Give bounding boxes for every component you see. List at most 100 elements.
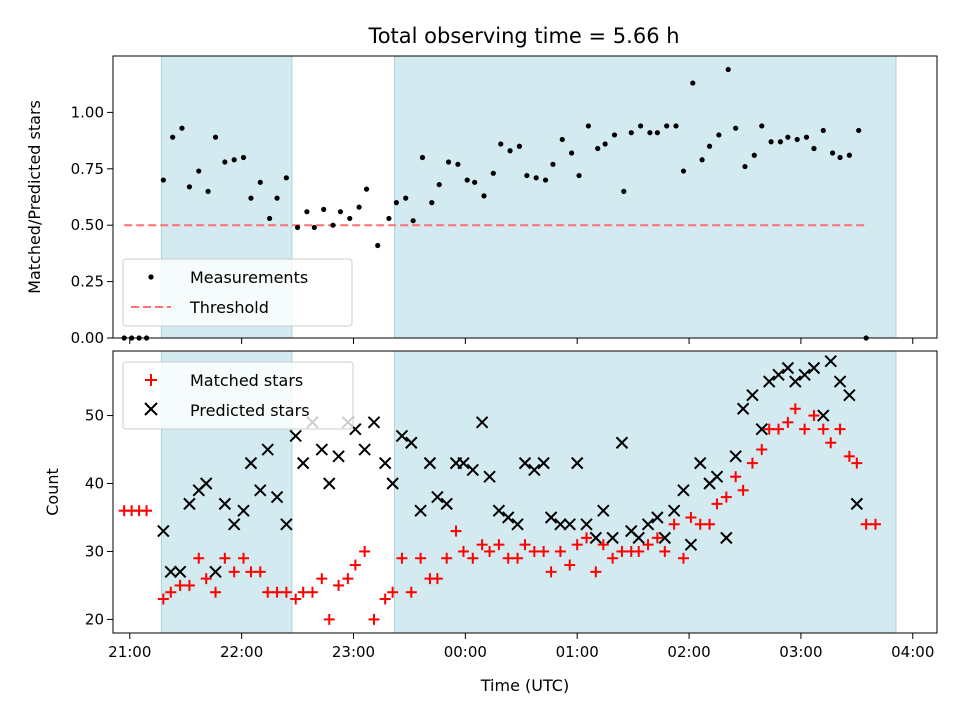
- measurement-point: [490, 170, 496, 176]
- measurement-point: [846, 152, 852, 158]
- measurement-point: [647, 130, 653, 136]
- measurement-point: [445, 159, 452, 165]
- measurement-point: [419, 154, 426, 161]
- measurement-point: [356, 204, 362, 210]
- matched-star-point: [493, 539, 505, 551]
- measurement-point: [794, 136, 800, 143]
- legend-label-predicted: Predicted stars: [190, 401, 310, 420]
- measurement-point: [542, 177, 549, 183]
- x-tick-label: 23:00: [332, 643, 375, 661]
- bottom-legend-box: [122, 361, 354, 430]
- measurement-point: [820, 127, 826, 134]
- predicted-star-point: [483, 470, 496, 483]
- matched-star-point: [379, 593, 391, 605]
- matched-star-point: [571, 539, 583, 551]
- predicted-star-point: [850, 497, 864, 511]
- legend-label-measurements: Measurements: [190, 268, 308, 287]
- matched-star-point: [193, 552, 205, 564]
- measurement-point: [196, 168, 202, 174]
- measurement-point: [621, 188, 627, 194]
- predicted-star-point: [270, 490, 284, 504]
- predicted-star-point: [218, 497, 232, 511]
- measurement-point: [830, 150, 836, 156]
- bottom-plot-frame: [112, 350, 938, 634]
- measurement-point: [785, 134, 791, 140]
- predicted-star-point: [395, 429, 409, 443]
- predicted-star-point: [518, 456, 532, 470]
- predicted-star-point: [632, 531, 645, 545]
- matched-star-point: [633, 545, 645, 557]
- predicted-star-point: [720, 531, 733, 545]
- matched-star-point: [200, 573, 212, 585]
- y-tick-label: 20: [85, 610, 104, 628]
- measurement-point: [321, 206, 327, 213]
- measurement-point: [856, 127, 862, 134]
- predicted-star-point: [244, 456, 258, 470]
- matched-star-point: [484, 545, 496, 557]
- predicted-star-point: [492, 504, 506, 517]
- measurement-point: [699, 157, 705, 163]
- measurement-point: [481, 193, 487, 199]
- measurement-point: [455, 161, 461, 167]
- top-legend-box: [122, 258, 353, 327]
- measurement-point: [595, 145, 601, 152]
- shaded-interval: [394, 56, 897, 338]
- measurement-point: [257, 179, 263, 185]
- measurement-point: [240, 154, 247, 161]
- predicted-star-point: [651, 511, 664, 524]
- measurement-point: [576, 172, 582, 179]
- predicted-star-point: [405, 436, 418, 449]
- predicted-star-point: [440, 497, 453, 511]
- matched-star-point: [174, 579, 186, 591]
- predicted-star-point: [423, 456, 437, 470]
- predicted-star-point: [789, 375, 802, 388]
- matched-star-point: [210, 586, 222, 598]
- measurement-point: [811, 145, 817, 152]
- matched-star-point: [512, 552, 524, 564]
- predicted-star-point: [502, 511, 515, 524]
- top-shaded-intervals: [160, 56, 897, 338]
- bottom-y-axis-label: Count: [43, 468, 62, 516]
- matched-star-point: [808, 410, 820, 422]
- matched-star-point: [396, 552, 408, 564]
- measurement-point: [266, 215, 273, 222]
- predicted-star-point: [173, 565, 187, 579]
- measurement-point: [375, 242, 381, 249]
- predicted-star-point: [563, 518, 576, 531]
- legend-label-threshold: Threshold: [189, 298, 269, 317]
- matched-stars-series: [118, 403, 881, 625]
- measurement-point: [436, 181, 442, 188]
- matched-star-point: [228, 566, 240, 578]
- predicted-star-point: [763, 375, 776, 388]
- measurement-point: [706, 143, 713, 149]
- matched-star-point: [711, 498, 723, 510]
- predicted-star-point: [261, 443, 274, 456]
- measurement-point: [274, 195, 280, 201]
- measurement-point: [777, 139, 784, 145]
- predicted-star-point: [755, 422, 768, 436]
- predicted-star-point: [157, 524, 170, 538]
- y-tick-label: 0.00: [71, 329, 104, 347]
- measurement-point: [410, 218, 416, 224]
- predicted-star-point: [570, 456, 584, 470]
- matched-star-point: [528, 545, 540, 557]
- matched-star-point: [538, 545, 550, 557]
- matched-star-point: [869, 518, 881, 530]
- predicted-star-point: [710, 470, 724, 483]
- predicted-star-point: [280, 518, 293, 531]
- matched-star-point: [597, 539, 609, 551]
- predicted-star-point: [367, 416, 381, 429]
- measurement-point: [231, 157, 237, 163]
- measurement-point: [759, 123, 765, 129]
- measurement-point: [516, 143, 523, 149]
- predicted-star-point: [807, 361, 821, 375]
- predicted-star-point: [615, 436, 629, 449]
- legend-plus-marker: [145, 374, 157, 386]
- matched-star-point: [851, 457, 863, 469]
- measurement-point: [464, 177, 470, 183]
- top-x-ticks: [129, 338, 914, 344]
- x-tick-label: 01:00: [556, 643, 599, 661]
- measurement-point: [733, 125, 739, 131]
- predicted-star-point: [457, 456, 470, 470]
- top-y-axis-label: Matched/Predicted stars: [25, 100, 44, 294]
